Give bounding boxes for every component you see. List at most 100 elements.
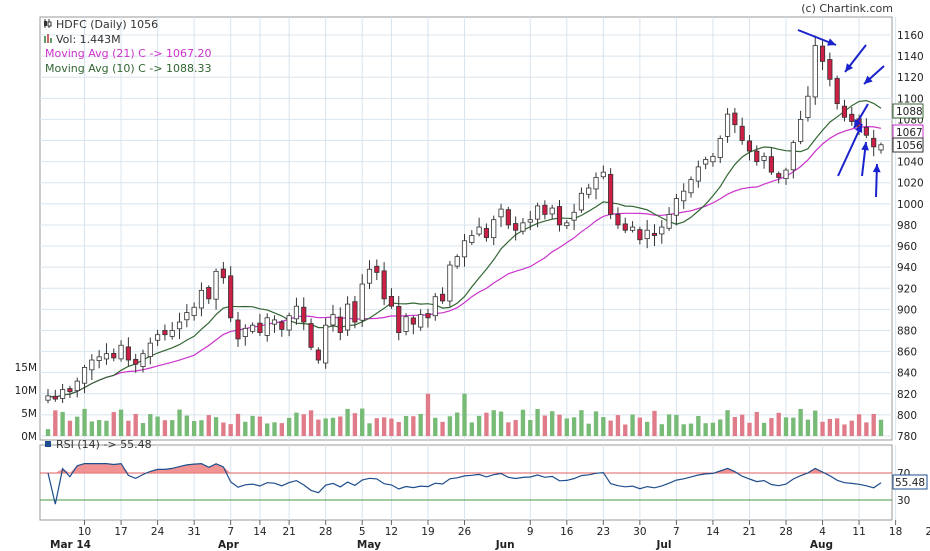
candle <box>67 385 73 398</box>
volume-bar <box>360 408 365 436</box>
volume-bar <box>301 414 306 436</box>
candle-body <box>746 140 753 152</box>
rsi-series <box>47 462 882 505</box>
candle <box>425 308 431 328</box>
day-tick-label: 21 <box>282 526 295 538</box>
candle <box>615 207 621 229</box>
candle-body <box>754 150 760 163</box>
candle <box>644 220 650 249</box>
arrow-head <box>864 75 873 84</box>
candle-body <box>454 256 460 267</box>
annotation-arrow <box>844 44 867 73</box>
legend: HDFC (Daily) 1056 Vol: 1.443M Moving Avg… <box>44 18 212 75</box>
candle <box>768 148 774 175</box>
moving-averages <box>47 99 882 399</box>
legend-title: HDFC (Daily) 1056 <box>56 18 158 31</box>
candle-body <box>556 206 563 226</box>
candle-body <box>425 313 431 319</box>
candle <box>323 318 329 369</box>
volume-bar <box>542 415 548 436</box>
volume-bar <box>191 421 197 436</box>
candle <box>673 193 679 226</box>
volume-bar <box>791 417 796 436</box>
candle <box>147 337 153 365</box>
volume-bar <box>710 422 716 436</box>
date-tick-labels: 10 17 24 31 7 14 21 28 5 12 19 26 9 16 23 30 7 14 21 28 4 11 1… <box>50 520 930 551</box>
volume-bar <box>170 420 175 436</box>
candle-body <box>103 353 110 360</box>
candle <box>783 167 789 185</box>
candle-body <box>140 353 146 367</box>
volume-tick-label: 10M <box>15 385 37 397</box>
copyright-text: (c) Chartink.com <box>801 2 893 15</box>
day-tick-label: 21 <box>743 526 756 538</box>
candle <box>213 268 219 310</box>
day-tick-label: 7 <box>673 526 680 538</box>
volume-bar <box>104 420 109 436</box>
candle <box>45 389 51 404</box>
month-tick-label: Jul <box>655 539 671 551</box>
candle <box>271 315 278 333</box>
candle-body <box>681 190 687 202</box>
volume-bar <box>688 423 694 436</box>
volume-bar <box>484 412 489 436</box>
candle-body <box>513 223 519 231</box>
day-tick-label: 14 <box>706 526 720 538</box>
candle-body <box>812 45 818 98</box>
volume-bar <box>761 422 767 436</box>
candle <box>381 262 387 306</box>
candle <box>871 129 877 157</box>
volume-legend-icon <box>44 34 52 43</box>
candle-body <box>301 306 307 323</box>
candle-body <box>206 287 212 300</box>
candle-body <box>498 208 504 218</box>
close-tag-text: 1056 <box>896 140 923 152</box>
rsi-tag-text: 55.48 <box>895 477 925 489</box>
candle <box>206 285 212 304</box>
volume-bar <box>45 429 51 436</box>
candle <box>111 348 117 362</box>
candle-body <box>418 314 424 328</box>
price-tick-labels: 780 800 820 840 860 880 900 920 940 960 980 1000 102… <box>897 30 924 443</box>
candle <box>184 304 190 328</box>
candle <box>286 312 292 337</box>
candle-body <box>264 317 270 336</box>
candle-body <box>505 209 511 226</box>
volume-bar <box>827 418 833 436</box>
candle-body <box>732 112 738 126</box>
candle <box>542 200 548 220</box>
candle <box>403 313 409 336</box>
volume-bar <box>652 410 657 436</box>
volume-bar <box>630 414 635 436</box>
volume-bar <box>637 417 643 436</box>
day-tick-label: 7 <box>227 526 234 538</box>
candle <box>264 313 270 342</box>
volume-bar <box>645 421 650 436</box>
ma10-value-tag: 1088 <box>892 103 924 119</box>
candle-body <box>352 301 358 323</box>
candle <box>250 322 256 334</box>
day-tick-label: 17 <box>114 526 127 538</box>
candle-body <box>345 303 351 331</box>
candle-body <box>176 321 183 330</box>
volume-bar <box>111 412 116 436</box>
volume-bar <box>389 418 394 436</box>
volume-bar <box>856 414 862 436</box>
volume-bar <box>739 414 745 436</box>
candle-body <box>666 213 672 229</box>
candle-body <box>819 45 826 62</box>
ma21-tag-text: 1067 <box>896 127 923 139</box>
day-tick-label: 14 <box>253 526 267 538</box>
candle <box>776 171 782 184</box>
candle <box>279 319 285 337</box>
volume-bars <box>45 393 884 436</box>
candle <box>440 287 446 304</box>
day-tick-label: 19 <box>421 526 434 538</box>
day-tick-label: 11 <box>852 526 865 538</box>
candle-body <box>147 342 153 357</box>
candle-body <box>805 95 811 118</box>
day-tick-label: 28 <box>319 526 332 538</box>
month-tick-label: Jun <box>495 539 515 551</box>
volume-tick-labels: 0M 5M 10M 15M <box>15 362 37 443</box>
candle <box>410 315 416 335</box>
